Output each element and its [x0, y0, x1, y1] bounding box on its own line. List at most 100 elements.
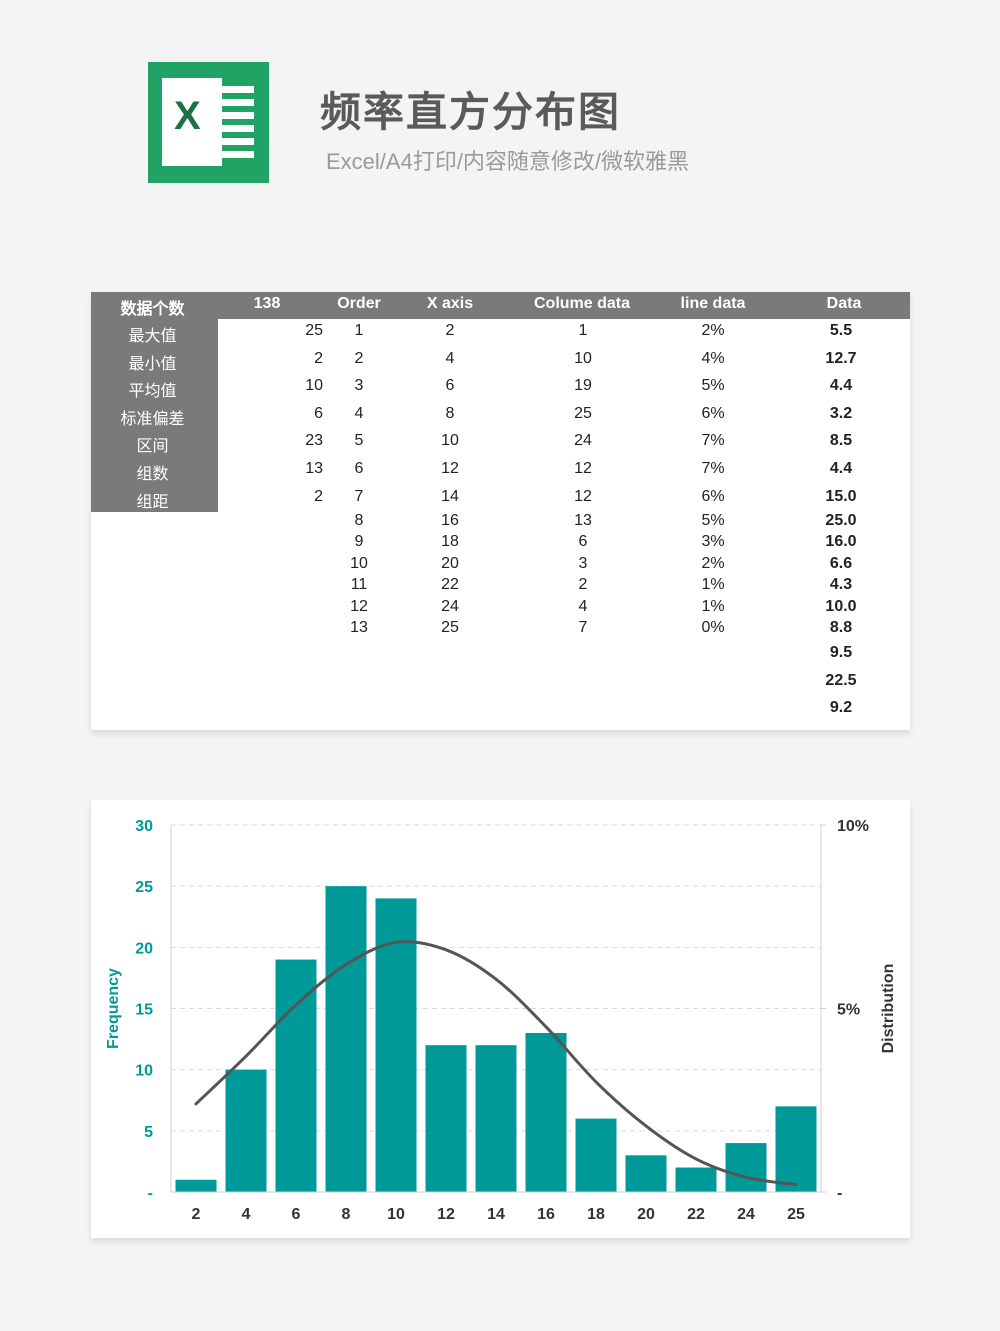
table-cell: 3% — [701, 533, 725, 551]
x-tick-label: 8 — [342, 1206, 351, 1223]
x-tick-label: 6 — [292, 1206, 301, 1223]
y-tick-label: 30 — [135, 818, 153, 835]
histogram-chart: -5 10 15 20 25 30-5% 10% 2 4 6 8 10 12 14 16 18 20 22 24 25… — [91, 800, 910, 1238]
x-tick-label: 24 — [737, 1206, 755, 1223]
table-cell: 1% — [701, 576, 725, 594]
table-cell: 4 — [445, 349, 455, 367]
summary-header-value: 138 — [253, 295, 281, 312]
table-cell: 16.0 — [825, 533, 857, 551]
table-cell: 2 — [578, 576, 588, 594]
table-cell: 7 — [354, 487, 364, 505]
table-cell: 1% — [701, 597, 725, 615]
summary-value: 6 — [314, 404, 323, 422]
table-cell: 11 — [350, 576, 368, 594]
table-cell: 13 — [574, 512, 592, 529]
x-tick-label: 16 — [537, 1206, 555, 1223]
table-cell: 25 — [441, 619, 459, 636]
y-tick-label: 5 — [144, 1124, 153, 1141]
x-tick-label: 2 — [192, 1206, 201, 1223]
table-cell: 14 — [441, 487, 459, 505]
summary-column — [91, 319, 218, 512]
col-header-data: Data — [826, 295, 862, 312]
bar — [775, 1106, 817, 1192]
table-cell: 25.0 — [825, 512, 857, 529]
table-cell: 6 — [445, 377, 455, 395]
table-cell: 15.0 — [825, 487, 857, 505]
table-cell: 9.2 — [829, 699, 853, 716]
table-cell: 12 — [574, 460, 592, 477]
bar — [475, 1045, 517, 1192]
bar — [175, 1179, 217, 1192]
x-tick-label: 4 — [242, 1206, 251, 1223]
bar — [425, 1045, 467, 1192]
x-tick-label: 20 — [637, 1206, 655, 1223]
table-cell: 6% — [701, 404, 725, 422]
y-tick-label: - — [148, 1185, 153, 1202]
excel-logo-document — [162, 78, 222, 166]
table-cell: 9 — [354, 533, 364, 551]
table-cell: 6.6 — [829, 554, 853, 572]
table-cell: 4.4 — [829, 377, 853, 395]
table-cell: 0% — [701, 619, 725, 636]
table-cell: 22 — [441, 576, 459, 594]
table-cell: 19 — [574, 377, 592, 395]
table-cell: 12.7 — [825, 349, 857, 367]
summary-header-label: 数据个数 — [120, 301, 185, 318]
table-cell: 10.0 — [825, 597, 857, 615]
x-tick-label: 25 — [787, 1206, 805, 1223]
table-cell: 12 — [574, 487, 592, 505]
summary-label: 标准偏差 — [120, 410, 185, 428]
table-cell: 10 — [350, 554, 368, 572]
table-cell: 5% — [701, 377, 725, 395]
x-tick-label: 22 — [687, 1206, 705, 1223]
table-cell: 4.3 — [829, 576, 853, 594]
x-tick-label: 18 — [587, 1206, 605, 1223]
page-subtitle: Excel/A4打印/内容随意修改/微软雅黑 — [326, 149, 690, 174]
table-cell: 12 — [441, 460, 459, 477]
y2-axis-title: Distribution — [880, 964, 897, 1054]
table-cell: 7% — [701, 460, 725, 477]
table-cell: 6% — [701, 487, 725, 505]
table-cell: 20 — [441, 554, 459, 572]
x-tick-label: 14 — [487, 1206, 505, 1223]
table-cell: 16 — [441, 512, 459, 529]
table-cell: 4% — [701, 349, 725, 367]
table-cell: 2 — [445, 322, 455, 339]
x-tick-label: 10 — [387, 1206, 405, 1223]
table-cell: 1 — [578, 322, 588, 339]
col-header-line-data: line data — [680, 295, 746, 312]
table-cell: 12 — [350, 597, 368, 615]
summary-value: 2 — [314, 349, 323, 367]
page-title: 频率直方分布图 — [320, 89, 621, 135]
table-cell: 6 — [354, 460, 364, 477]
table-cell: 4 — [578, 597, 588, 615]
summary-label: 组数 — [136, 466, 169, 483]
table-cell: 10 — [441, 432, 459, 450]
bar — [675, 1167, 717, 1192]
table-cell: 7 — [578, 619, 588, 636]
summary-value: 2 — [314, 487, 323, 505]
table-cell: 4 — [354, 404, 364, 422]
table-cell: 24 — [574, 432, 592, 450]
y2-tick-label: 10% — [837, 818, 869, 835]
excel-logo-grid-icon — [216, 86, 254, 158]
summary-label: 最大值 — [128, 328, 177, 345]
table-cell: 13 — [350, 619, 368, 636]
table-cell: 22.5 — [825, 671, 857, 689]
table-cell: 9.5 — [829, 644, 853, 661]
summary-label: 平均值 — [128, 383, 177, 401]
table-cell: 8 — [354, 512, 364, 529]
table-cell: 3 — [354, 377, 364, 395]
summary-value: 10 — [305, 377, 323, 395]
bar — [225, 1069, 267, 1192]
y-tick-label: 20 — [135, 940, 153, 957]
table-cell: 6 — [578, 533, 588, 551]
summary-value: 13 — [305, 460, 323, 477]
table-header-bar — [91, 292, 910, 319]
summary-value: 25 — [305, 322, 323, 339]
bar — [525, 1032, 567, 1192]
y-tick-label: 25 — [135, 879, 153, 896]
excel-logo: X — [148, 62, 269, 183]
bar — [725, 1143, 767, 1192]
